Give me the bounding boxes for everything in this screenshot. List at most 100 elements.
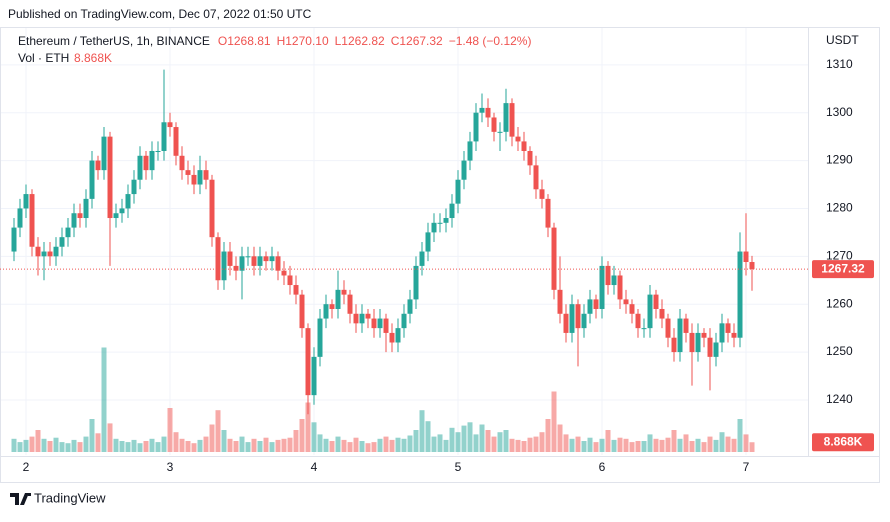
volume-bar	[653, 438, 659, 452]
y-tick-label: 1270	[826, 248, 853, 262]
y-tick-label: 1310	[826, 57, 853, 71]
candle-body	[671, 337, 677, 353]
candle-body	[593, 299, 599, 309]
volume-bar	[461, 425, 467, 452]
candle-body	[227, 251, 233, 266]
volume-bar	[269, 442, 275, 452]
candle-body	[203, 170, 209, 180]
volume-bar	[743, 434, 749, 452]
candle-body	[197, 170, 203, 185]
candle-body	[47, 251, 53, 257]
volume-bar	[515, 439, 521, 452]
candle-body	[83, 198, 89, 219]
volume-bar	[521, 441, 527, 452]
candle-body	[179, 155, 185, 171]
candle-body	[467, 141, 473, 161]
volume-bar	[329, 441, 335, 452]
volume-bar	[599, 438, 605, 452]
candle-body	[11, 227, 17, 252]
volume-bar	[617, 437, 623, 452]
candle-body	[737, 251, 743, 338]
candle-body	[329, 304, 335, 309]
candle-body	[527, 150, 533, 166]
volume-bar	[749, 442, 755, 452]
volume-title: Vol · ETH	[18, 51, 69, 65]
candle-body	[443, 218, 449, 223]
brand: TradingView	[34, 490, 106, 505]
candle-body	[209, 179, 215, 238]
volume-bar	[113, 438, 119, 452]
candle-body	[713, 342, 719, 357]
volume-bar	[347, 442, 353, 452]
candle-body	[425, 232, 431, 252]
volume-bar	[467, 422, 473, 452]
volume-bar	[509, 438, 515, 452]
candle-body	[407, 299, 413, 314]
volume-bar	[575, 436, 581, 452]
volume-bar	[455, 432, 461, 452]
candle-body	[503, 103, 509, 132]
candle-body	[533, 165, 539, 190]
candle-body	[641, 328, 647, 330]
volume-bar	[215, 410, 221, 452]
candle-body	[29, 194, 35, 247]
candle-body	[323, 304, 329, 319]
y-tick-label: 1240	[826, 392, 853, 406]
candle-body	[509, 103, 515, 137]
volume-bar	[281, 438, 287, 452]
volume-bar	[305, 402, 311, 452]
volume-bar	[371, 442, 377, 452]
volume-bar	[161, 436, 167, 452]
y-tick-label: 1280	[826, 201, 853, 215]
volume-bar	[437, 434, 443, 452]
candle-body	[605, 265, 611, 286]
candle-body	[647, 294, 653, 329]
volume-bar	[365, 443, 371, 452]
volume-bar	[131, 439, 137, 452]
ohlc-value: C1267.32	[391, 34, 443, 48]
volume-bar	[203, 436, 209, 452]
volume-bar	[11, 438, 17, 452]
candle-body	[473, 112, 479, 142]
candle-body	[719, 323, 725, 343]
volume-bar	[239, 436, 245, 452]
candle-body	[485, 107, 491, 118]
y-tick-label: 1300	[826, 105, 853, 119]
candle-body	[659, 308, 665, 319]
volume-bar	[311, 422, 317, 452]
volume-label: 8.868K	[824, 434, 863, 448]
candle-body	[665, 318, 671, 338]
candle-body	[185, 170, 191, 175]
volume-bar	[317, 434, 323, 452]
volume-bar	[107, 423, 113, 452]
candle-body	[617, 275, 623, 300]
volume-bar	[485, 430, 491, 452]
published: Published on TradingView.com, Dec 07, 20…	[8, 7, 312, 21]
volume-bar	[563, 434, 569, 452]
volume-bar	[263, 437, 269, 452]
ohlc-value: −1.48 (−0.12%)	[449, 34, 532, 48]
candle-body	[569, 304, 575, 333]
volume-bar	[569, 438, 575, 452]
candle-body	[437, 222, 443, 224]
candle-body	[557, 289, 563, 314]
candle-body	[107, 136, 113, 219]
candle-body	[395, 328, 401, 343]
candle-body	[17, 208, 23, 228]
candle-body	[413, 265, 419, 300]
candle-body	[311, 356, 317, 396]
volume-bar	[293, 430, 299, 452]
candle-body	[689, 332, 695, 353]
volume-bar	[191, 443, 197, 452]
candle-body	[521, 141, 527, 151]
volume-bar	[539, 432, 545, 452]
ohlc-value: O1268.81	[218, 34, 271, 48]
candle-body	[35, 246, 41, 257]
volume-bar	[17, 442, 23, 452]
candle-body	[77, 213, 83, 219]
legend: Ethereum / TetherUS, 1h, BINANCE Vol · E…	[18, 34, 210, 65]
candle-body	[113, 213, 119, 219]
candle-body	[317, 318, 323, 357]
candle-body	[551, 227, 557, 290]
